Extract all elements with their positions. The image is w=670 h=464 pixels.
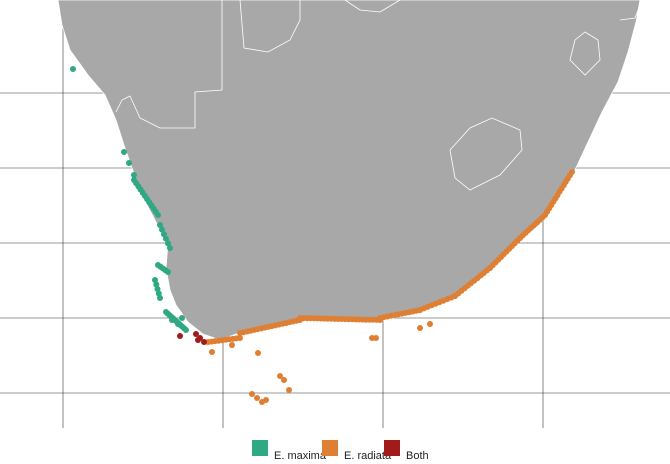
occurrence-point — [183, 327, 189, 333]
occurrence-point — [70, 66, 76, 72]
occurrence-point — [131, 172, 137, 178]
occurrence-point — [161, 231, 167, 238]
occurrence-point — [157, 295, 163, 301]
occurrence-point — [229, 342, 235, 348]
border — [619, 4, 641, 21]
occurrence-point — [177, 333, 183, 339]
occurrence-point — [427, 321, 433, 327]
occurrence-point — [169, 317, 175, 323]
occurrence-point — [255, 350, 261, 356]
occurrence-point — [153, 281, 160, 288]
legend-label: E. radiata — [344, 450, 392, 462]
legend-label: Both — [406, 450, 429, 462]
legend-swatch — [322, 440, 338, 456]
legend-swatch — [384, 440, 400, 456]
occurrence-point — [175, 321, 181, 327]
occurrence-point — [163, 235, 169, 242]
occurrence-point — [165, 269, 171, 275]
occurrence-point — [201, 339, 207, 345]
occurrence-point — [154, 286, 161, 292]
occurrence-point — [237, 335, 243, 341]
occurrence-point — [569, 169, 575, 175]
occurrence-point — [277, 373, 283, 379]
occurrence-point — [263, 397, 269, 403]
occurrence-point — [286, 387, 292, 393]
legend-label: E. maxima — [274, 450, 327, 462]
occurrence-point — [254, 395, 260, 401]
occurrences — [70, 66, 575, 405]
borders — [115, 0, 641, 191]
occurrence-point — [209, 349, 215, 355]
border — [239, 0, 301, 53]
border — [115, 0, 223, 129]
border — [344, 0, 401, 13]
land — [57, 0, 641, 341]
legend: E. maxima E. radiata Both — [252, 440, 429, 462]
occurrence-point — [417, 325, 423, 331]
occurrence-point — [155, 290, 162, 297]
border — [449, 117, 523, 191]
occurrence-point — [157, 222, 163, 228]
occurrence-point — [373, 335, 379, 341]
border — [569, 31, 601, 76]
occurrence-point — [193, 331, 199, 337]
occurrence-point — [179, 315, 185, 321]
occurrence-point — [249, 391, 255, 397]
occurrence-point — [167, 245, 173, 251]
occurrence-point — [281, 377, 287, 383]
occurrence-point — [126, 160, 132, 166]
occurrence-point — [165, 240, 171, 247]
occurrence-point — [121, 149, 127, 155]
occurrence-point — [195, 337, 201, 343]
occurrence-point — [152, 277, 158, 283]
occurrence-point — [155, 212, 161, 218]
legend-swatch — [252, 440, 268, 456]
occurrence-point — [159, 226, 165, 233]
